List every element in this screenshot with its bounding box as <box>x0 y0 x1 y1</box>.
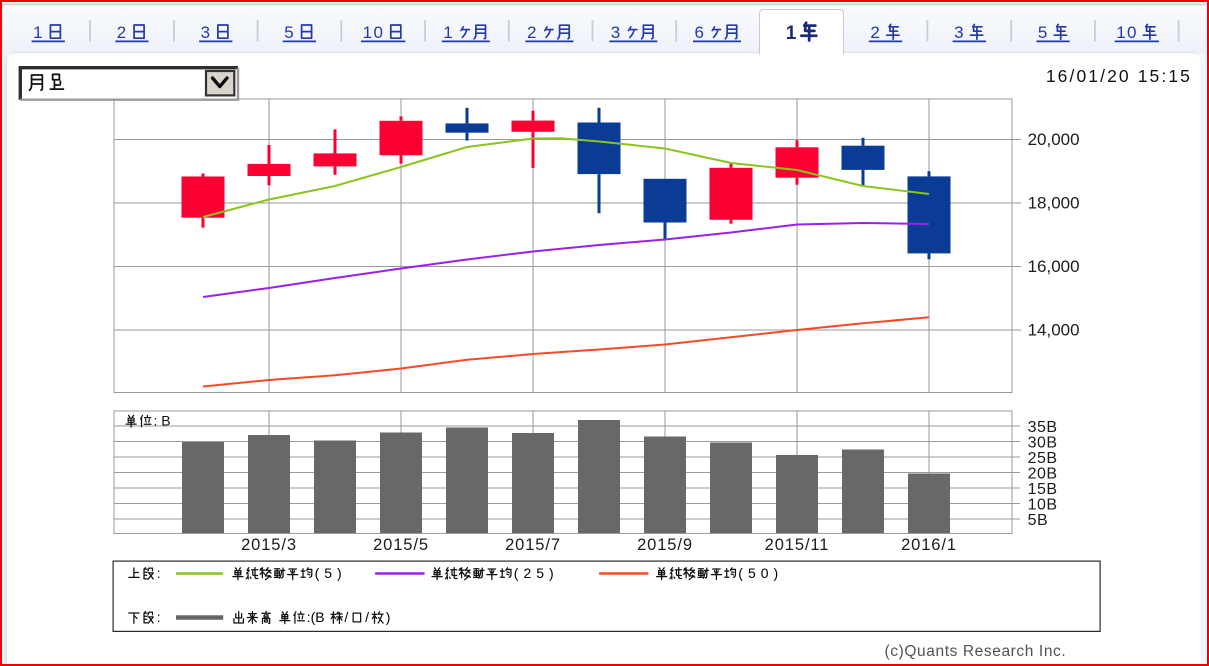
svg-text:18,000: 18,000 <box>1028 194 1080 213</box>
svg-text:35B: 35B <box>1028 419 1058 436</box>
svg-text::(B: :(B <box>307 609 325 625</box>
svg-text:5: 5 <box>284 23 295 42</box>
svg-text:5: 5 <box>1038 23 1049 42</box>
svg-text:(c)Quants Research Inc.: (c)Quants Research Inc. <box>885 643 1067 660</box>
svg-text:20B: 20B <box>1028 465 1058 482</box>
svg-text:2015/3: 2015/3 <box>241 536 297 554</box>
svg-text:3: 3 <box>954 23 965 42</box>
svg-text:/: / <box>344 609 348 625</box>
svg-text:14,000: 14,000 <box>1028 321 1080 340</box>
svg-text:1: 1 <box>786 23 797 44</box>
svg-text:/: / <box>365 609 369 625</box>
svg-text:20,000: 20,000 <box>1028 130 1080 149</box>
svg-text:10: 10 <box>363 23 385 42</box>
svg-text:2015/7: 2015/7 <box>505 536 561 554</box>
svg-text:(25): (25) <box>514 565 559 581</box>
svg-text:10: 10 <box>1116 23 1138 42</box>
svg-text:16,000: 16,000 <box>1028 257 1080 276</box>
svg-text::: : <box>157 609 161 625</box>
svg-text:6: 6 <box>695 23 706 42</box>
svg-text:: B: : B <box>154 413 171 429</box>
svg-text::: : <box>157 565 161 581</box>
svg-text:2016/1: 2016/1 <box>901 536 957 554</box>
svg-text:2015/9: 2015/9 <box>637 536 693 554</box>
svg-text:2: 2 <box>527 23 538 42</box>
svg-text:30B: 30B <box>1028 434 1058 451</box>
svg-text:5B: 5B <box>1028 512 1049 529</box>
svg-text:2015/5: 2015/5 <box>373 536 429 554</box>
svg-text:1: 1 <box>33 23 44 42</box>
svg-text:1: 1 <box>443 23 454 42</box>
svg-text:16/01/20 15:15: 16/01/20 15:15 <box>1046 66 1192 86</box>
svg-text:15B: 15B <box>1028 481 1058 498</box>
svg-text:10B: 10B <box>1028 496 1058 513</box>
svg-text:3: 3 <box>201 23 212 42</box>
svg-text:2: 2 <box>870 23 881 42</box>
svg-text:): ) <box>386 609 391 625</box>
svg-text:3: 3 <box>611 23 622 42</box>
svg-text:2: 2 <box>117 23 128 42</box>
svg-text:25B: 25B <box>1028 450 1058 467</box>
svg-text:2015/11: 2015/11 <box>765 536 830 554</box>
svg-text:(5): (5) <box>315 565 347 581</box>
svg-text:(50): (50) <box>738 565 783 581</box>
